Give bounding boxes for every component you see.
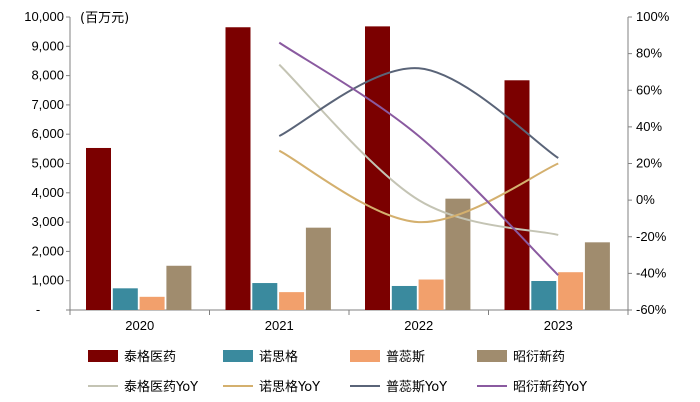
legend-swatch-诺思格: [223, 350, 253, 362]
left-tick-label: 6,000: [31, 126, 64, 141]
bar-诺思格-2020: [112, 288, 138, 310]
bar-普蕊斯-2023: [558, 272, 584, 310]
bar-普蕊斯-2020: [139, 296, 165, 310]
legend-label: 泰格医药YoY: [124, 379, 198, 395]
line-泰格医药YoY: [278, 63, 559, 236]
bar-普蕊斯-2022: [418, 279, 444, 310]
left-tick-label: 8,000: [31, 68, 64, 83]
left-tick-label: 5,000: [31, 156, 64, 171]
legend-label: 昭衍新药: [513, 349, 565, 365]
right-tick-label: -60%: [636, 302, 667, 317]
right-tick-label: 20%: [636, 156, 662, 171]
bar-昭衍新药-2023: [584, 242, 610, 310]
bar-普蕊斯-2021: [279, 292, 305, 310]
line-诺思格YoY: [278, 149, 559, 224]
bar-昭衍新药-2021: [305, 227, 331, 310]
legend-label: 泰格医药: [124, 349, 176, 365]
left-tick-label: 9,000: [31, 38, 64, 53]
left-tick-label: -: [36, 302, 40, 317]
legend-label: 普蕊斯: [386, 350, 425, 365]
right-tick-label: 60%: [636, 82, 662, 97]
right-tick-label: 40%: [636, 119, 662, 134]
right-tick-label: 100%: [636, 9, 670, 24]
bar-诺思格-2023: [531, 280, 557, 310]
bar-诺思格-2022: [391, 285, 417, 310]
right-tick-label: 0%: [636, 192, 655, 207]
bar-泰格医药-2023: [504, 80, 530, 311]
legend-swatch-昭衍新药: [477, 350, 507, 362]
bars: [86, 26, 610, 311]
line-昭衍新药YoY: [278, 41, 559, 276]
unit-label: (百万元): [80, 11, 129, 26]
x-tick-label: 2021: [265, 318, 294, 333]
legend-swatch-普蕊斯: [350, 350, 380, 362]
legend-label: 普蕊斯YoY: [386, 380, 447, 395]
left-tick-label: 7,000: [31, 97, 64, 112]
right-tick-label: -20%: [636, 229, 667, 244]
legend-label: 昭衍新药YoY: [513, 379, 587, 395]
right-tick-label: 80%: [636, 46, 662, 61]
right-tick-label: -40%: [636, 265, 667, 280]
left-tick-label: 1,000: [31, 273, 64, 288]
bar-昭衍新药-2020: [166, 265, 192, 310]
axes: - 1,000 2,000 3,000 4,000 5,000 6,000 7,000 8,00…: [24, 9, 669, 333]
legend-label: 诺思格YoY: [259, 379, 320, 395]
yoy-lines: [278, 41, 559, 276]
x-tick-label: 2020: [125, 318, 154, 333]
left-tick-label: 2,000: [31, 243, 64, 258]
bar-泰格医药-2020: [86, 147, 111, 310]
bar-泰格医药-2021: [225, 27, 251, 310]
left-tick-label: 3,000: [31, 214, 64, 229]
x-tick-label: 2022: [404, 318, 433, 333]
legend-label: 诺思格: [259, 349, 298, 365]
bar-诺思格-2021: [252, 283, 278, 310]
left-tick-label: 4,000: [31, 185, 64, 200]
legend-swatch-泰格医药: [88, 350, 118, 362]
left-tick-label: 10,000: [24, 9, 64, 24]
line-普蕊斯YoY: [278, 67, 559, 159]
x-tick-label: 2023: [544, 318, 573, 333]
